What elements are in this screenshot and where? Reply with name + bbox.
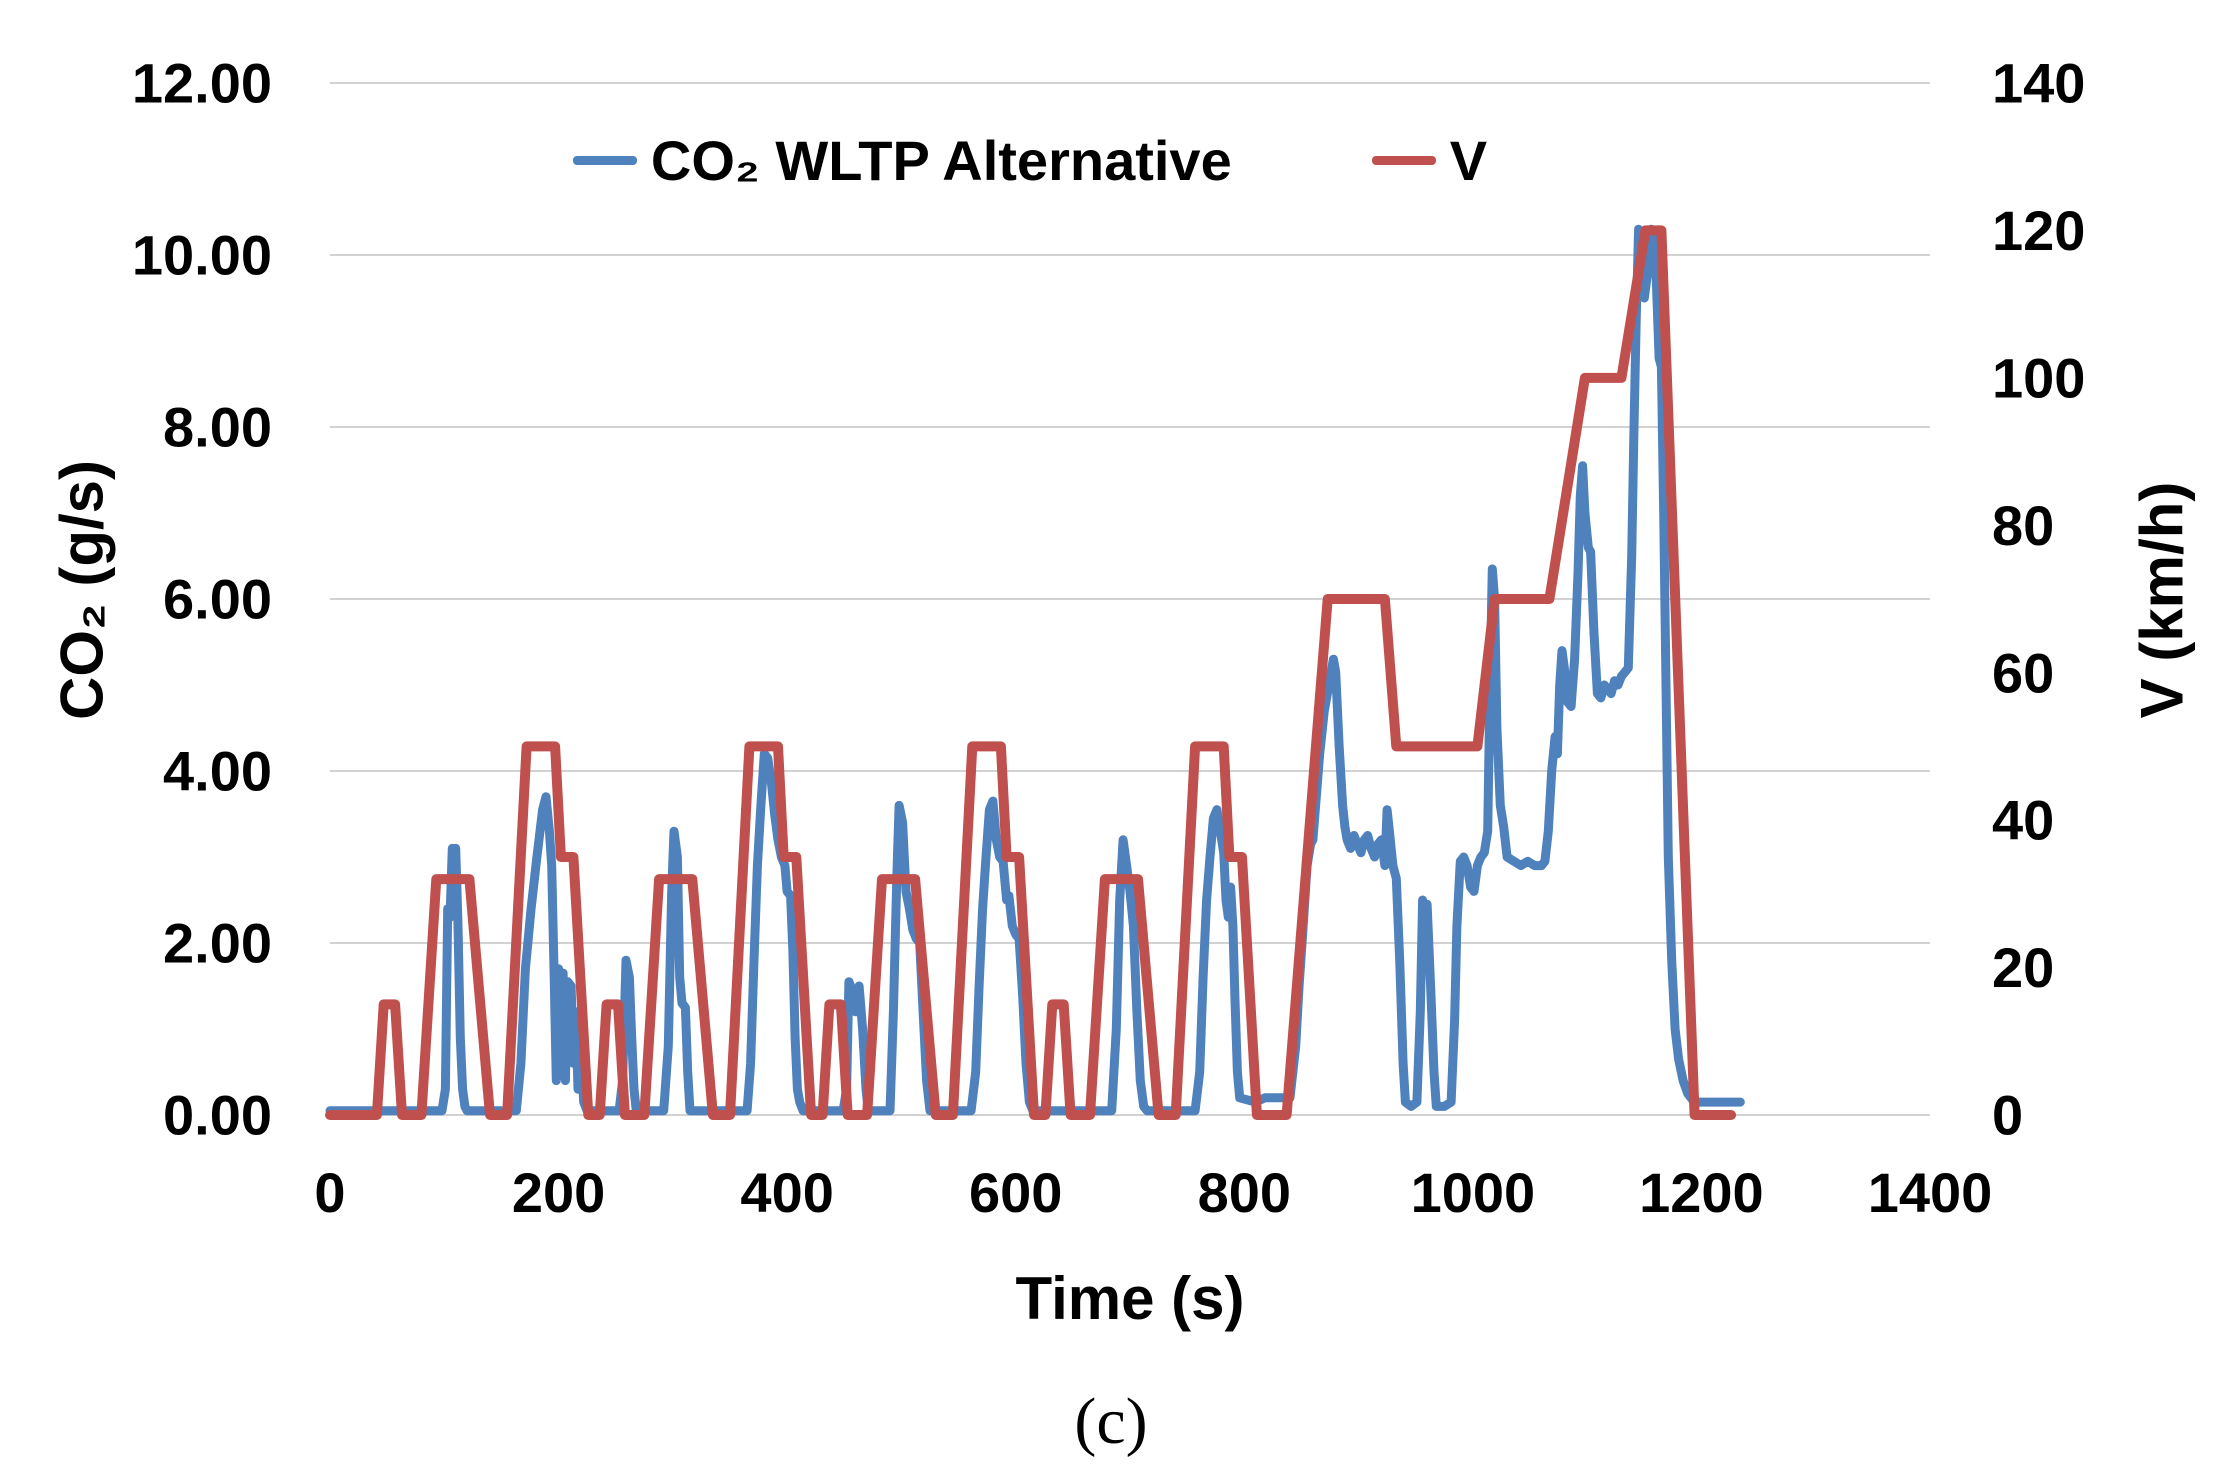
legend-item-co2: CO₂ WLTP Alternative [572,128,1232,193]
x-tick-label-800: 800 [1198,1161,1291,1224]
co2-series-line-icon [572,155,637,165]
y-right-axis-title: V (km/h) [2128,481,2196,719]
legend-label-v: V [1449,128,1488,192]
y-left-tick-label-10.00: 10.00 [132,224,272,287]
y-right-tick-label-140: 140 [1992,52,2085,115]
y-left-tick-label-4.00: 4.00 [163,740,272,803]
figure-caption: (c) [1074,1385,1148,1458]
v-series-line-icon [1371,155,1436,165]
x-tick-label-1000: 1000 [1411,1161,1536,1224]
y-right-tick-label-40: 40 [1992,789,2054,852]
y-right-tick-label-60: 60 [1992,641,2054,704]
x-axis-title: Time (s) [1015,1265,1245,1332]
y-left-tick-label-6.00: 6.00 [163,568,272,631]
series-line-v [325,225,1737,1120]
series-line-co2 [325,224,1745,1116]
y-right-tick-label-20: 20 [1992,936,2054,999]
legend-label-co2: CO₂ WLTP Alternative [650,128,1232,192]
y-left-tick-label-12.00: 12.00 [132,52,272,115]
x-tick-label-0: 0 [314,1161,345,1224]
x-tick-label-600: 600 [969,1161,1062,1224]
y-left-tick-label-0.00: 0.00 [163,1084,272,1147]
y-right-tick-label-0: 0 [1992,1084,2023,1147]
y-left-tick-label-8.00: 8.00 [163,396,272,459]
x-tick-label-400: 400 [740,1161,833,1224]
y-right-tick-label-120: 120 [1992,199,2085,262]
y-right-tick-label-80: 80 [1992,494,2054,557]
y-right-tick-label-100: 100 [1992,346,2085,409]
y-left-axis-title: CO₂ (g/s) [48,460,116,720]
chart-legend: CO₂ WLTP Alternative V [230,120,1830,200]
x-tick-label-1200: 1200 [1639,1161,1764,1224]
x-tick-label-1400: 1400 [1868,1161,1993,1224]
legend-item-v: V [1371,128,1488,193]
y-left-tick-label-2.00: 2.00 [163,912,272,975]
x-tick-label-200: 200 [512,1161,605,1224]
